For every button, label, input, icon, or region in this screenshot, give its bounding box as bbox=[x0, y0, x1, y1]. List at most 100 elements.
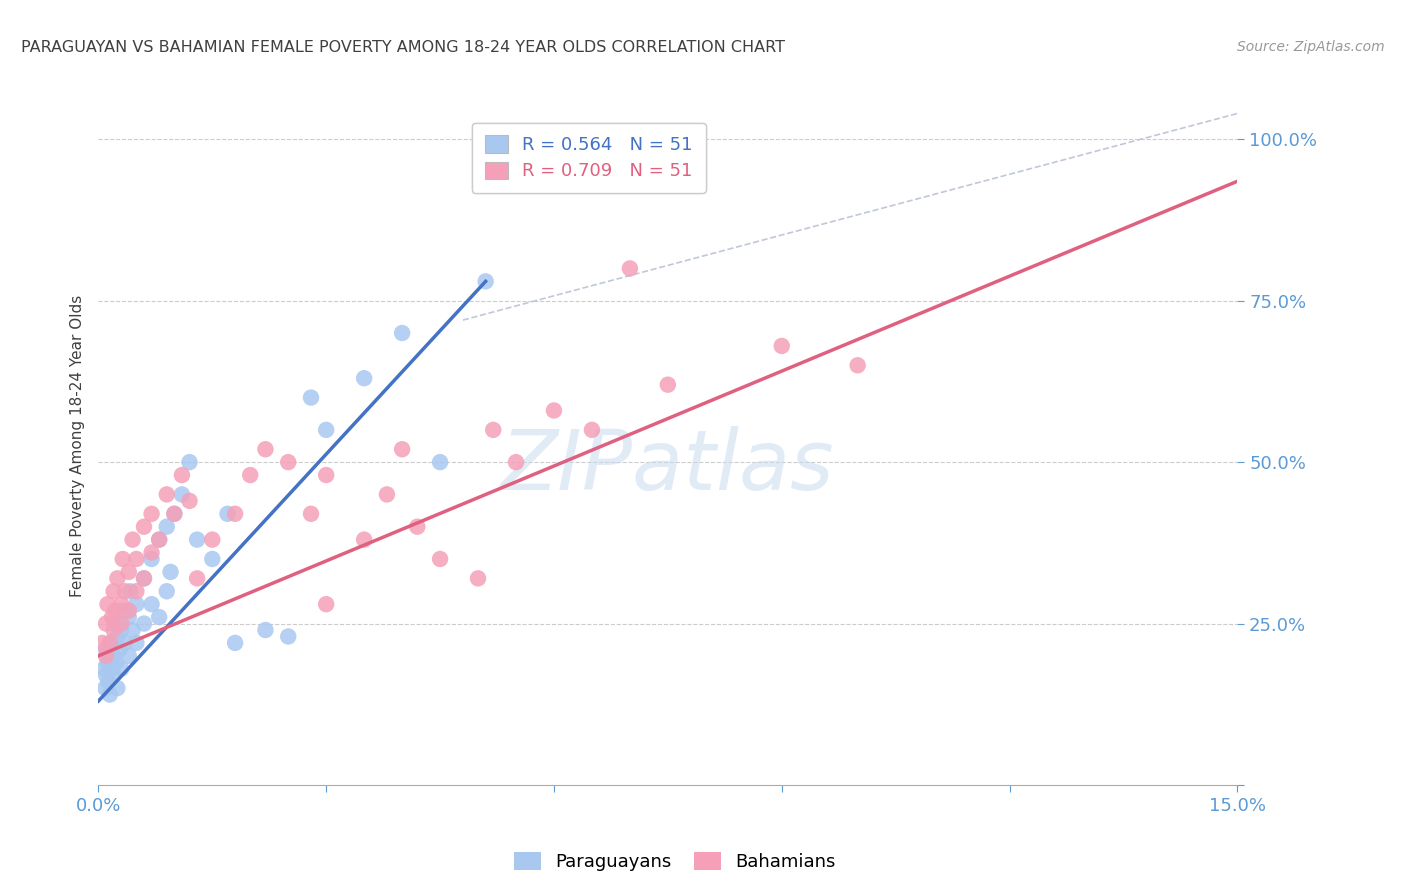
Point bbox=[353, 371, 375, 385]
Point bbox=[118, 604, 141, 618]
Point bbox=[98, 648, 121, 663]
Point bbox=[581, 423, 603, 437]
Point bbox=[657, 377, 679, 392]
Point bbox=[132, 616, 155, 631]
Point bbox=[118, 610, 141, 624]
Point bbox=[224, 636, 246, 650]
Point bbox=[141, 507, 163, 521]
Point bbox=[125, 552, 148, 566]
Point bbox=[467, 571, 489, 585]
Point bbox=[121, 533, 143, 547]
Point bbox=[156, 519, 179, 533]
Point bbox=[277, 455, 299, 469]
Point bbox=[156, 584, 179, 599]
Point bbox=[224, 507, 246, 521]
Y-axis label: Female Poverty Among 18-24 Year Olds: Female Poverty Among 18-24 Year Olds bbox=[69, 295, 84, 597]
Point bbox=[391, 326, 413, 340]
Point bbox=[125, 584, 148, 599]
Point bbox=[254, 623, 277, 637]
Point bbox=[110, 616, 132, 631]
Point bbox=[103, 584, 125, 599]
Point bbox=[156, 487, 179, 501]
Point bbox=[846, 359, 869, 373]
Point bbox=[107, 630, 129, 644]
Point bbox=[132, 519, 155, 533]
Point bbox=[179, 494, 201, 508]
Text: ZIPatlas: ZIPatlas bbox=[501, 425, 835, 507]
Point bbox=[125, 597, 148, 611]
Point bbox=[132, 571, 155, 585]
Point bbox=[103, 668, 125, 682]
Point bbox=[201, 552, 224, 566]
Point bbox=[98, 688, 121, 702]
Point bbox=[107, 681, 129, 695]
Point bbox=[299, 391, 322, 405]
Point bbox=[179, 455, 201, 469]
Point bbox=[770, 339, 793, 353]
Point bbox=[163, 507, 186, 521]
Point bbox=[159, 565, 181, 579]
Point bbox=[482, 423, 505, 437]
Legend: Paraguayans, Bahamians: Paraguayans, Bahamians bbox=[508, 846, 842, 879]
Point bbox=[543, 403, 565, 417]
Point bbox=[98, 636, 121, 650]
Point bbox=[239, 468, 262, 483]
Point bbox=[254, 442, 277, 457]
Point bbox=[505, 455, 527, 469]
Point bbox=[101, 636, 124, 650]
Point bbox=[148, 533, 170, 547]
Point bbox=[619, 261, 641, 276]
Point bbox=[118, 565, 141, 579]
Point bbox=[170, 468, 193, 483]
Point bbox=[103, 623, 125, 637]
Point bbox=[94, 616, 117, 631]
Point bbox=[108, 642, 131, 657]
Point bbox=[112, 604, 135, 618]
Point bbox=[94, 681, 117, 695]
Point bbox=[120, 584, 142, 599]
Point bbox=[186, 533, 208, 547]
Point bbox=[118, 648, 141, 663]
Point bbox=[353, 533, 375, 547]
Point bbox=[277, 630, 299, 644]
Point bbox=[148, 610, 170, 624]
Point bbox=[315, 468, 337, 483]
Point bbox=[97, 674, 120, 689]
Point bbox=[114, 584, 136, 599]
Point bbox=[141, 597, 163, 611]
Point bbox=[101, 610, 124, 624]
Point bbox=[91, 636, 114, 650]
Point bbox=[110, 623, 132, 637]
Point bbox=[141, 552, 163, 566]
Point bbox=[94, 648, 117, 663]
Point bbox=[163, 507, 186, 521]
Point bbox=[315, 597, 337, 611]
Point bbox=[94, 668, 117, 682]
Point bbox=[201, 533, 224, 547]
Point bbox=[391, 442, 413, 457]
Point bbox=[111, 552, 134, 566]
Point bbox=[132, 571, 155, 585]
Point bbox=[429, 552, 451, 566]
Point bbox=[110, 597, 132, 611]
Point bbox=[121, 623, 143, 637]
Point bbox=[104, 616, 127, 631]
Point bbox=[103, 648, 125, 663]
Legend: R = 0.564   N = 51, R = 0.709   N = 51: R = 0.564 N = 51, R = 0.709 N = 51 bbox=[472, 123, 706, 193]
Point bbox=[104, 604, 127, 618]
Point bbox=[375, 487, 398, 501]
Point bbox=[217, 507, 239, 521]
Text: Source: ZipAtlas.com: Source: ZipAtlas.com bbox=[1237, 40, 1385, 54]
Point bbox=[141, 545, 163, 559]
Text: PARAGUAYAN VS BAHAMIAN FEMALE POVERTY AMONG 18-24 YEAR OLDS CORRELATION CHART: PARAGUAYAN VS BAHAMIAN FEMALE POVERTY AM… bbox=[21, 40, 785, 55]
Point bbox=[94, 642, 117, 657]
Point bbox=[170, 487, 193, 501]
Point bbox=[107, 571, 129, 585]
Point bbox=[406, 519, 429, 533]
Point bbox=[110, 662, 132, 676]
Point bbox=[474, 274, 496, 288]
Point bbox=[148, 533, 170, 547]
Point bbox=[96, 597, 118, 611]
Point bbox=[125, 636, 148, 650]
Point bbox=[100, 662, 122, 676]
